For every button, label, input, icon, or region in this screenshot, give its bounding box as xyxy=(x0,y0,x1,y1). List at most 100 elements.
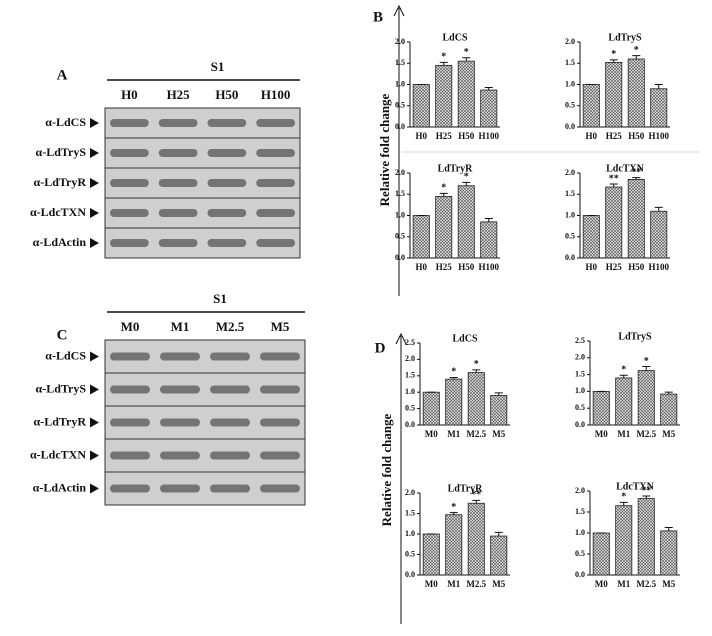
bar xyxy=(650,210,668,259)
y-tick-label: 2.5 xyxy=(575,336,585,345)
y-tick-label: 1.5 xyxy=(395,58,405,67)
chart-title: LdCS xyxy=(452,333,477,344)
chart-title: LdcTXN xyxy=(606,163,645,174)
error-bar xyxy=(462,57,471,62)
bar xyxy=(422,391,440,426)
x-tick-label: H50 xyxy=(458,131,475,141)
y-tick-label: 0.5 xyxy=(565,232,575,241)
x-tick-label: H0 xyxy=(415,131,427,141)
y-tick-label: 0.5 xyxy=(395,101,405,110)
blot-band xyxy=(158,209,198,217)
x-tick-label: M2.5 xyxy=(466,429,486,439)
y-tick-label: 1.5 xyxy=(405,508,415,517)
error-bar xyxy=(449,512,458,515)
y-tick-label: 2.0 xyxy=(565,37,575,46)
blot-band xyxy=(210,352,250,361)
x-tick-label: M5 xyxy=(662,429,675,439)
blot-band xyxy=(256,179,295,187)
x-tick-label: M0 xyxy=(595,579,608,589)
significance: ** xyxy=(609,173,619,184)
bar xyxy=(422,533,440,576)
blot-band xyxy=(158,239,198,247)
bar xyxy=(445,378,463,426)
blot-band xyxy=(210,385,250,394)
lane-label: H50 xyxy=(215,87,238,102)
blot-band xyxy=(210,484,250,493)
y-tick-label: 0.5 xyxy=(575,549,585,558)
significance: * xyxy=(621,365,626,376)
blot-band xyxy=(110,385,150,394)
y-tick-label: 2.0 xyxy=(405,354,415,363)
blot-band xyxy=(110,179,149,187)
blot-band xyxy=(160,385,200,394)
error-bar xyxy=(439,61,448,66)
y-tick-label: 1.5 xyxy=(565,189,575,198)
lane-label: H25 xyxy=(167,87,191,102)
row-arrow xyxy=(90,351,99,362)
y-tick-label: 2.0 xyxy=(405,488,415,497)
y-tick-label: 1.0 xyxy=(575,386,585,395)
chart-title: LdTryR xyxy=(448,483,484,494)
row-label: α-LdTryR xyxy=(34,175,87,189)
bar xyxy=(490,395,508,426)
blot-group: S1 xyxy=(213,291,227,306)
blot-band xyxy=(210,418,250,427)
lane-label: M5 xyxy=(271,319,290,334)
x-tick-label: M1 xyxy=(447,579,460,589)
y-tick-label: 0.0 xyxy=(405,420,415,429)
error-bar xyxy=(439,192,448,197)
y-tick-label: 1.5 xyxy=(395,189,405,198)
y-axis-label: Relative fold change xyxy=(377,93,392,206)
bar xyxy=(467,372,485,426)
x-tick-label: H0 xyxy=(585,131,597,141)
y-tick-label: 2.0 xyxy=(395,168,405,177)
error-bar xyxy=(642,366,651,371)
x-tick-label: M1 xyxy=(617,429,630,439)
blot-band xyxy=(260,451,300,460)
row-label: α-LdcTXN xyxy=(30,205,86,219)
y-tick-label: 1.5 xyxy=(565,58,575,67)
row-label: α-LdTryR xyxy=(34,414,87,428)
error-bar xyxy=(484,217,493,222)
bar xyxy=(480,221,498,259)
significance: * xyxy=(451,502,456,513)
panel-label: A xyxy=(57,67,68,83)
blot-band xyxy=(158,119,198,127)
row-label: α-LdCS xyxy=(45,115,86,129)
x-tick-label: M5 xyxy=(492,429,505,439)
row-arrow xyxy=(90,118,99,128)
bar xyxy=(627,178,645,259)
significance: ** xyxy=(631,167,641,178)
y-axis-label: Relative fold change xyxy=(379,413,394,526)
error-bar xyxy=(664,527,673,531)
y-tick-label: 2.0 xyxy=(575,486,585,495)
chart-title: LdTryS xyxy=(618,331,652,342)
row-arrow xyxy=(90,384,99,395)
blot-band xyxy=(256,149,295,157)
x-tick-label: H50 xyxy=(458,262,475,272)
bar xyxy=(457,60,475,128)
significance: * xyxy=(474,359,479,370)
blot-band xyxy=(160,352,200,361)
bar xyxy=(592,532,610,576)
blot-band xyxy=(260,352,300,361)
bar xyxy=(582,84,600,128)
error-bar xyxy=(484,86,493,91)
significance: * xyxy=(451,367,456,378)
lane-label: M2.5 xyxy=(216,319,245,334)
blot-band xyxy=(256,119,295,127)
blot-band xyxy=(207,119,247,127)
blot-band xyxy=(110,352,150,361)
x-tick-label: H0 xyxy=(415,262,427,272)
y-tick-label: 1.5 xyxy=(575,369,585,378)
y-tick-label: 1.0 xyxy=(565,79,575,88)
x-tick-label: M5 xyxy=(662,579,675,589)
significance: ** xyxy=(641,485,651,496)
row-arrow xyxy=(90,483,99,494)
x-tick-label: M0 xyxy=(425,579,438,589)
y-tick-label: 1.0 xyxy=(395,79,405,88)
row-label: α-LdActin xyxy=(33,480,87,494)
error-bar xyxy=(632,177,641,180)
x-tick-label: H25 xyxy=(606,131,623,141)
